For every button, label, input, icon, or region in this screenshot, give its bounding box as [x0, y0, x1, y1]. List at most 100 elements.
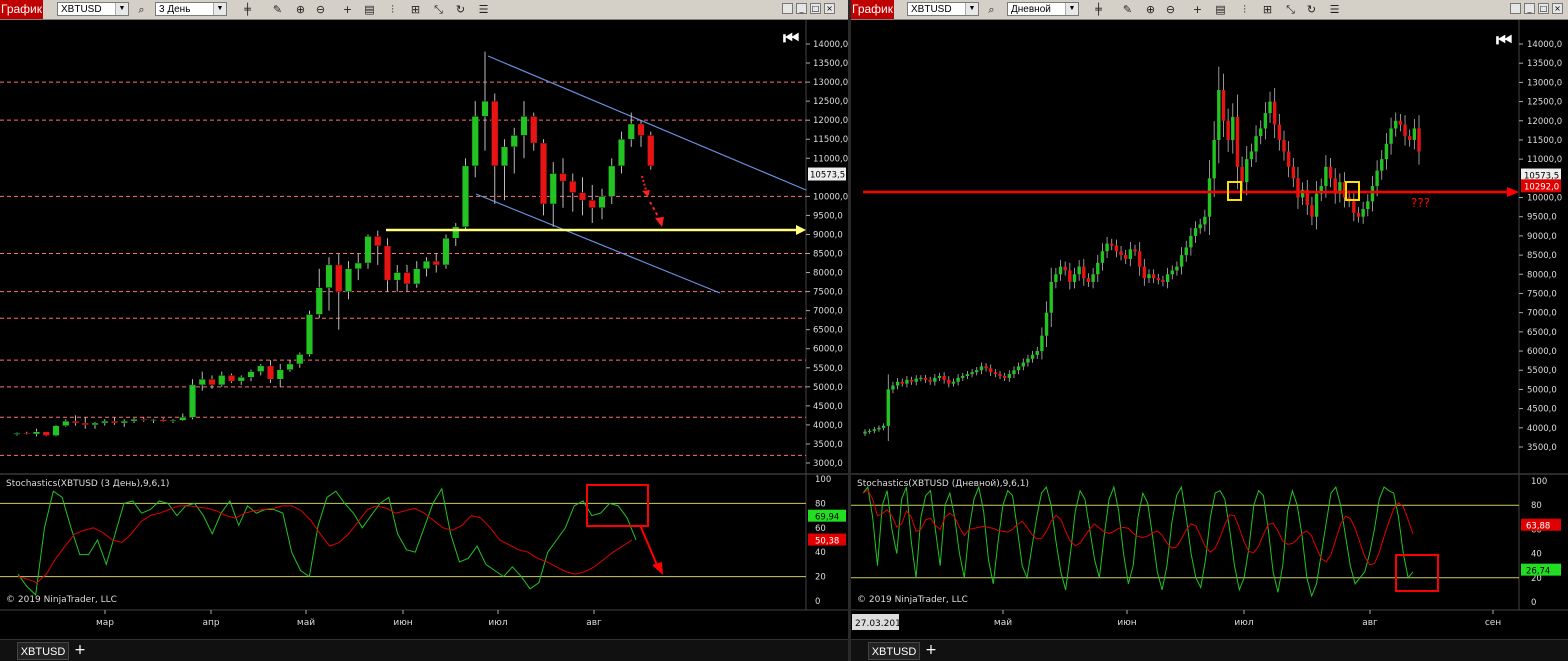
pencil-icon[interactable]: ✎ — [1122, 3, 1133, 16]
timeframe-select[interactable]: 3 День ▼ — [155, 2, 227, 16]
indicators-icon[interactable]: ⫶ — [1243, 3, 1246, 16]
chart-window-3day: График XBTUSD ▼ ⌕ 3 День ▼ ╪ ✎ ⊕ ⊖ + ▤ ⫶… — [0, 0, 848, 661]
candle — [895, 381, 900, 386]
candle — [179, 417, 187, 421]
candle — [198, 379, 206, 386]
data-box-icon[interactable]: ☰ — [1329, 3, 1340, 16]
candle — [1203, 216, 1207, 225]
candle — [951, 381, 956, 384]
candle — [1366, 201, 1370, 210]
strategies-icon[interactable]: ⊞ — [410, 3, 421, 16]
stoch-k-value: 26,74 — [1526, 567, 1550, 577]
zoom-out-icon[interactable]: ⊖ — [1165, 3, 1176, 16]
window-button-icon[interactable] — [1510, 3, 1521, 14]
candle — [1110, 243, 1114, 246]
candle — [169, 420, 177, 422]
scroll-end-icon[interactable]: ⏮ — [783, 28, 799, 49]
month-label: мар — [96, 618, 114, 628]
candle — [867, 430, 872, 432]
drawing-tools-icon[interactable]: ⤡ — [1286, 3, 1295, 16]
candle — [1342, 182, 1347, 198]
candle — [970, 372, 974, 375]
indicators-icon[interactable]: ⫶ — [391, 3, 394, 16]
candle — [296, 354, 304, 365]
candle — [1147, 274, 1151, 279]
strategies-icon[interactable]: ⊞ — [1262, 3, 1273, 16]
candle — [276, 369, 284, 380]
copyright: © 2019 NinjaTrader, LLC — [6, 595, 117, 605]
candle — [1394, 120, 1398, 129]
bar-type-icon[interactable]: ╪ — [1095, 3, 1102, 16]
price-tick-label: 4000,0 — [1527, 424, 1557, 434]
scroll-end-icon[interactable]: ⏮ — [1496, 30, 1512, 51]
candle — [510, 135, 518, 148]
close-icon[interactable]: × — [1552, 3, 1563, 14]
candle — [530, 116, 538, 144]
candle — [247, 371, 255, 378]
candle — [1063, 266, 1067, 271]
osc-tick-label: 60 — [815, 524, 826, 534]
minimize-icon[interactable]: _ — [1524, 3, 1535, 14]
price-tick-label: 12500,0 — [1527, 98, 1562, 108]
price-tick-label: 7000,0 — [1527, 309, 1557, 319]
candle — [1128, 249, 1133, 259]
search-icon[interactable]: ⌕ — [988, 3, 995, 16]
month-label: авг — [586, 618, 602, 628]
drawing-tools-icon[interactable]: ⤡ — [434, 3, 443, 16]
candle — [598, 196, 606, 208]
stochastic-d-line — [17, 505, 633, 584]
candle — [315, 287, 323, 315]
price-tick-label: 3500,0 — [1527, 443, 1557, 453]
add-tab-icon[interactable]: + — [925, 642, 937, 658]
pane-divider[interactable] — [848, 0, 851, 661]
bar-type-icon[interactable]: ╪ — [244, 3, 251, 16]
timeframe-select[interactable]: Дневной ▼ — [1007, 2, 1079, 16]
properties-icon[interactable]: ▤ — [1215, 3, 1226, 16]
indicator-label: Stochastics(XBTUSD (3 День),9,6,1) — [6, 479, 169, 489]
instrument-select[interactable]: XBTUSD ▼ — [907, 2, 979, 16]
chart-canvas-3day[interactable]: 14000,0 13500,0 13000,0 12500,0 12000,0 11500… — [0, 20, 848, 640]
chart-canvas-daily[interactable]: ??? 14000,0 13500,0 13000,0 12500,0 12000,0 1… — [851, 20, 1568, 640]
candle — [335, 264, 343, 292]
close-icon[interactable]: × — [824, 3, 835, 14]
window-button-icon[interactable] — [782, 3, 793, 14]
zoom-out-icon[interactable]: ⊖ — [315, 3, 326, 16]
refresh-icon[interactable]: ↻ — [455, 3, 466, 16]
candle — [1361, 209, 1365, 217]
pencil-icon[interactable]: ✎ — [272, 3, 283, 16]
candle — [237, 377, 245, 382]
candle — [1012, 370, 1016, 375]
candle — [1268, 101, 1272, 114]
price-tick-label: 6500,0 — [813, 326, 843, 336]
trend-line-lower[interactable] — [475, 193, 721, 294]
candle — [1170, 270, 1174, 275]
minimize-icon[interactable]: _ — [796, 3, 807, 14]
candle — [71, 420, 79, 424]
maximize-icon[interactable]: □ — [1538, 3, 1549, 14]
stochastic-k-line — [17, 487, 637, 596]
candle — [1007, 374, 1012, 378]
refresh-icon[interactable]: ↻ — [1306, 3, 1317, 16]
tab-xbtusd[interactable]: XBTUSD — [868, 642, 920, 660]
zoom-in-icon[interactable]: ⊕ — [1145, 3, 1156, 16]
osc-tick-label: 20 — [1531, 574, 1542, 584]
data-box-icon[interactable]: ☰ — [478, 3, 489, 16]
osc-tick-label: 40 — [1531, 550, 1542, 560]
add-tab-icon[interactable]: + — [74, 642, 86, 658]
search-icon[interactable]: ⌕ — [138, 3, 145, 16]
candle — [33, 431, 41, 435]
crosshair-icon[interactable]: + — [342, 3, 353, 16]
candle — [608, 165, 616, 197]
zoom-in-icon[interactable]: ⊕ — [295, 3, 306, 16]
candle — [140, 418, 148, 421]
instrument-select[interactable]: XBTUSD ▼ — [57, 2, 129, 16]
candle — [1198, 224, 1202, 229]
price-tick-label: 11000,0 — [1527, 155, 1562, 165]
trend-line-upper[interactable] — [487, 55, 807, 191]
crosshair-icon[interactable]: + — [1192, 3, 1203, 16]
tab-xbtusd[interactable]: XBTUSD — [17, 642, 69, 660]
maximize-icon[interactable]: □ — [810, 3, 821, 14]
candle — [91, 422, 99, 426]
candle — [1040, 335, 1044, 352]
properties-icon[interactable]: ▤ — [364, 3, 375, 16]
